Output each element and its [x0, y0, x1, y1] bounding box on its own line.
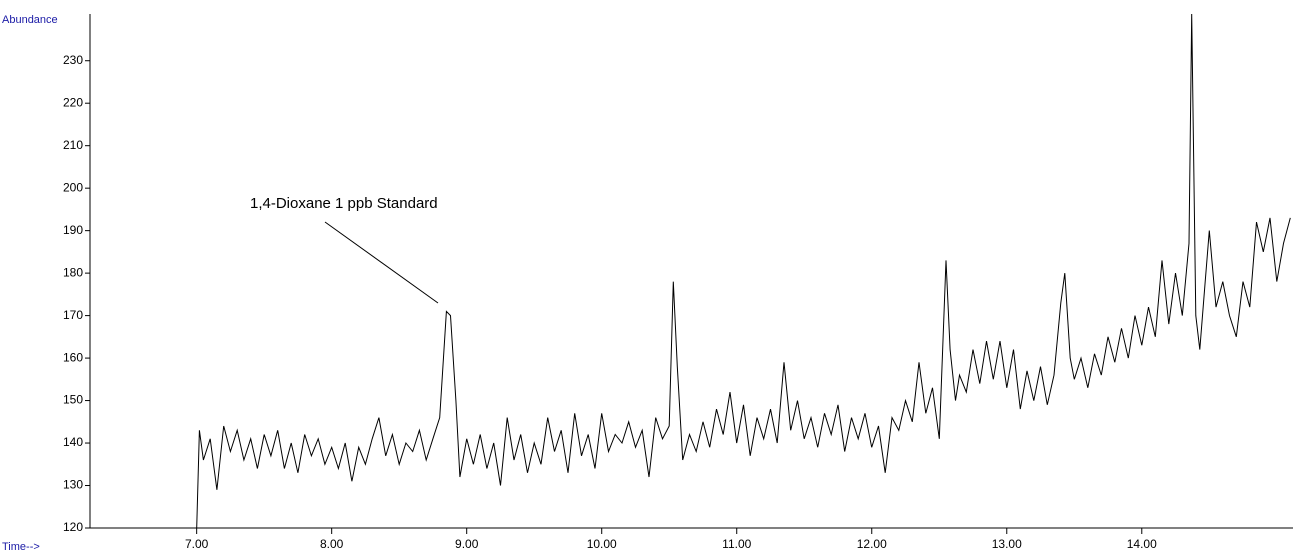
x-tick-label: 9.00: [455, 537, 479, 551]
line-series: [196, 13, 1291, 529]
y-tick-label: 170: [63, 308, 83, 322]
y-tick-label: 230: [63, 53, 83, 67]
x-tick-label: 12.00: [857, 537, 887, 551]
x-tick-label: 11.00: [722, 537, 751, 551]
annotation-pointer: [324, 221, 439, 304]
y-tick-label: 220: [63, 95, 83, 109]
x-tick-label: 14.00: [1127, 537, 1157, 551]
x-tick-label: 8.00: [320, 537, 344, 551]
y-tick-label: 130: [63, 478, 83, 492]
x-tick-label: 13.00: [992, 537, 1022, 551]
y-tick-label: 140: [63, 435, 83, 449]
y-axis-label: Abundance: [2, 14, 58, 26]
x-axis-label: Time-->: [2, 541, 40, 553]
x-tick-label: 7.00: [185, 537, 209, 551]
y-tick-label: 190: [63, 223, 83, 237]
annotation: 1,4-Dioxane 1 ppb Standard: [250, 195, 438, 212]
y-tick-label: 150: [63, 393, 83, 407]
x-tick-label: 10.00: [587, 537, 617, 551]
y-tick-label: 120: [63, 520, 83, 534]
y-tick-label: 160: [63, 350, 83, 364]
y-tick-label: 210: [63, 138, 83, 152]
y-tick-label: 200: [63, 180, 83, 194]
y-tick-label: 180: [63, 265, 83, 279]
